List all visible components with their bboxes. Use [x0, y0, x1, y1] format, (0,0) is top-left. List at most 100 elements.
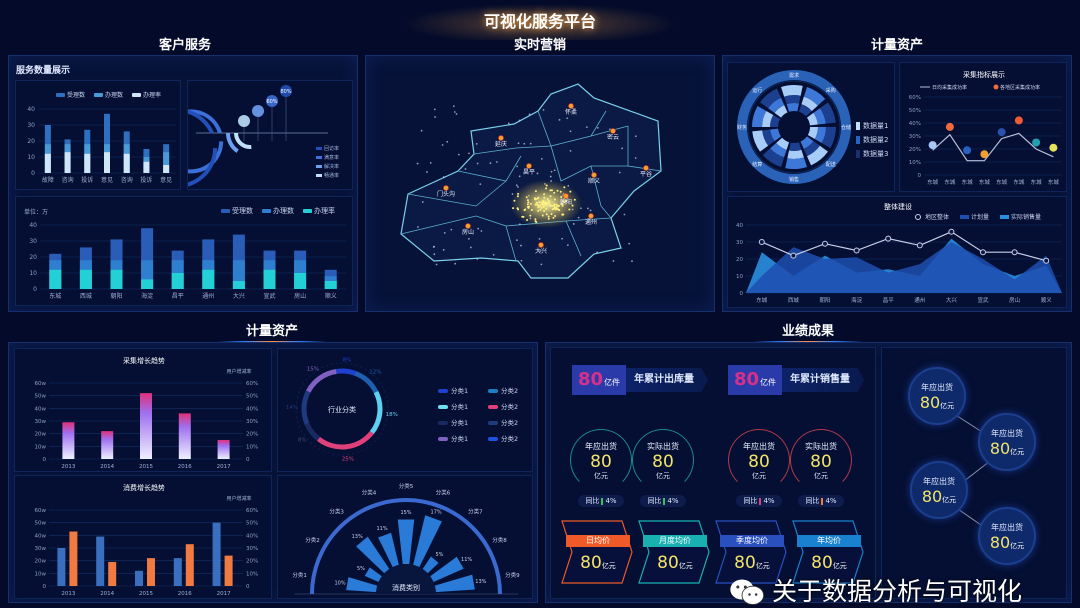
bar [294, 273, 307, 289]
legend-label: 办理数 [105, 91, 123, 99]
x-tick-label: 东城 [1013, 178, 1025, 186]
kpi-unit: 亿件 [604, 378, 621, 387]
kpi-label: 年累计出库量 [626, 368, 709, 392]
progress-bubble [238, 115, 250, 127]
section-title-customer: 客户服务 [130, 34, 240, 57]
y-tick-label: 60% [909, 95, 921, 101]
map-point [577, 216, 580, 219]
map-point [476, 162, 479, 165]
gauge-card: 实际出货 80 亿元 同比 4% [790, 429, 852, 507]
legend-label: 受理数 [67, 91, 85, 99]
x-tick-label: 2013 [61, 591, 75, 597]
price-value: 80亿元 [560, 553, 636, 573]
polar-bar [430, 556, 464, 582]
hotspot-point [541, 214, 544, 217]
hotspot-point [553, 207, 556, 210]
y2-axis-label: 用户增减率 [226, 495, 251, 502]
category-label: 分类1 [292, 571, 307, 579]
district-label: 昌平 [523, 169, 535, 176]
kpi-value: 80 [734, 369, 760, 390]
y-tick-label: 30 [27, 122, 35, 129]
y-tick-label: 0 [43, 457, 47, 463]
price-number: 80 [657, 553, 679, 573]
consume-category-chart: 10% 分类1 5% 分类2 13% 分类3 11% 分类4 15% 分类5 17% 分类6 5% 分类7… [292, 482, 520, 595]
bar-value-label: 10% [334, 580, 345, 586]
hotspot-point [533, 197, 536, 200]
x-tick-label: 宣武 [263, 292, 275, 300]
x-tick-label: 房山 [1009, 296, 1020, 304]
y-tick-label: 0 [31, 170, 35, 177]
gauge-unit: 亿元 [656, 472, 670, 480]
map-point [453, 111, 456, 113]
scatter-point [1049, 143, 1058, 152]
legend-label: 实际销售量 [1011, 213, 1041, 221]
legend-swatch [488, 437, 498, 441]
slice-label: 25% [342, 457, 354, 463]
x-tick-label: 意见 [160, 176, 172, 184]
map-point [572, 223, 575, 225]
legend-swatch [960, 215, 969, 219]
yoy-indicator [601, 497, 604, 505]
district-marker [591, 172, 597, 178]
yoy-value: 4% [667, 497, 679, 505]
bubble-value: 80亿元 [980, 533, 1034, 552]
x-tick-label: 朝阳 [819, 296, 830, 304]
bar [110, 269, 123, 289]
bar-value-label: 13% [475, 579, 486, 585]
yoy-label: 同比 [805, 497, 820, 505]
bar [62, 422, 75, 459]
gauge-arc [632, 429, 694, 491]
legend-label: 办理率 [314, 206, 335, 215]
ring-legend-item: 数据量3 [856, 149, 888, 159]
bubble-unit: 亿元 [940, 402, 955, 410]
hotspot-point [539, 203, 542, 206]
legend-label: 分类2 [501, 402, 518, 411]
district-label: 顺义 [588, 178, 600, 185]
legend-label: 受理数 [232, 206, 253, 215]
donut-slice [369, 390, 383, 435]
hotspot-point [540, 206, 543, 209]
y2-axis-label: 用户增减率 [226, 368, 251, 375]
map-point [433, 253, 436, 256]
gauge-unit: 亿元 [814, 472, 828, 480]
y-tick-label: 30% [909, 134, 921, 140]
map-point [523, 142, 526, 145]
bar-value-label: 11% [461, 557, 472, 563]
bar-value-label: 17% [431, 509, 442, 515]
price-value: 80亿元 [714, 553, 790, 573]
map-point [469, 246, 472, 249]
ring-sector [752, 106, 767, 127]
ring-sector [762, 148, 785, 167]
gauge-arc [790, 429, 852, 491]
polar-bar [364, 567, 382, 582]
ring-legend-item: 数据量1 [856, 121, 888, 131]
map-point [518, 119, 521, 122]
map-point [585, 126, 588, 128]
map-point [549, 175, 552, 178]
map-point [596, 251, 598, 254]
hotspot-point [539, 208, 542, 211]
map-point [467, 237, 470, 240]
hotspot-point [547, 199, 550, 202]
polar-bar [346, 577, 378, 593]
hotspot-point [549, 189, 552, 192]
map-point [516, 239, 518, 242]
y-tick-label: 30 [736, 240, 743, 246]
district-marker [443, 185, 449, 191]
district-border [550, 145, 628, 182]
center-label: 消费类别 [392, 583, 420, 592]
map-point [468, 152, 470, 155]
y2-tick-label: 30% [246, 546, 258, 552]
hotspot-point [513, 199, 516, 202]
gauge-value: 80 [652, 452, 674, 472]
wechat-icon [730, 579, 765, 605]
chevron-frame [561, 520, 633, 584]
map-point [623, 213, 626, 216]
donut-guide [295, 362, 389, 456]
y-tick-label: 10w [35, 571, 47, 577]
hotspot-point [527, 206, 530, 209]
bar [147, 558, 155, 586]
